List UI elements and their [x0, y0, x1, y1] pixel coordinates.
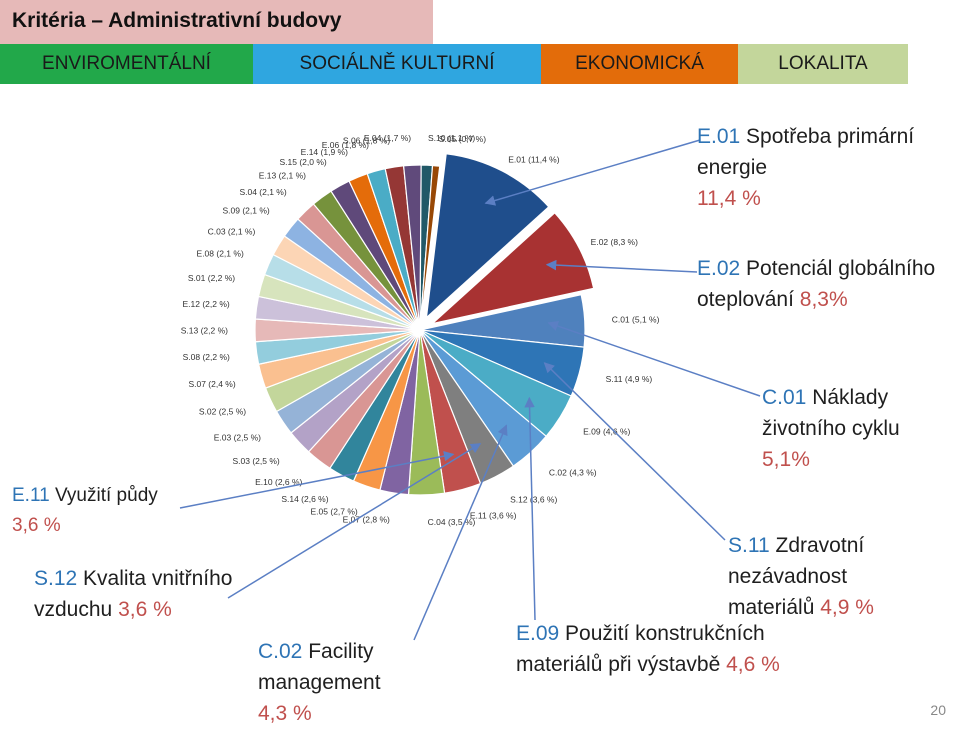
pie-slice-label: S.11 (4,9 %) — [606, 374, 653, 384]
pie-slice-label: E.04 (1,7 %) — [364, 133, 411, 143]
pie-slice-label: E.08 (2,1 %) — [197, 249, 244, 259]
callout-arrow — [547, 320, 761, 397]
callout-s11: S.11 Zdravotní nezávadnost materiálů 4,9… — [728, 530, 938, 623]
callout-c01-value: 5,1% — [762, 448, 810, 471]
pie-slice-label: E.03 (2,5 %) — [214, 433, 261, 443]
callout-c02-code: C.02 — [258, 640, 303, 663]
callout-arrow — [545, 259, 698, 273]
callout-s11-value: 4,9 % — [820, 596, 874, 619]
callout-s12-code: S.12 — [34, 567, 78, 590]
category-economic: EKONOMICKÁ — [541, 44, 738, 84]
callout-s11-text: Zdravotní nezávadnost materiálů — [728, 534, 865, 619]
category-bar: ENVIROMENTÁLNÍ SOCIÁLNĚ KULTURNÍ EKONOMI… — [0, 44, 908, 84]
pie-slice-label: S.01 (2,2 %) — [188, 273, 235, 283]
callout-e02-code: E.02 — [697, 257, 741, 280]
category-environmental: ENVIROMENTÁLNÍ — [0, 44, 253, 84]
pie-slice-label: C.02 (4,3 %) — [549, 467, 597, 477]
pie-slice-label: S.13 (2,2 %) — [181, 325, 228, 335]
pie-slice-labels: E.01 (11,4 %) E.02 (8,3 %) C.01 (5,1 %) S.1… — [181, 133, 660, 527]
pie-slice-label: S.03 (2,5 %) — [232, 456, 279, 466]
callout-e02: E.02 Potenciál globálního oteplování 8,3… — [697, 253, 959, 315]
slide-title: Kritéria – Administrativní budovy — [0, 0, 433, 44]
pie-slice-label: S.08 (2,2 %) — [183, 352, 230, 362]
pie-slice-label: S.06 (1,8 %) — [343, 135, 390, 145]
callout-arrow — [227, 443, 482, 599]
callout-s11-code: S.11 — [728, 534, 770, 557]
callout-e11: E.11 Využití půdy 3,6 % — [12, 481, 158, 541]
pie-slice — [419, 164, 441, 331]
pie-slice-label: E.14 (1,9 %) — [301, 147, 348, 157]
pie-slice-label: S.02 (2,5 %) — [199, 406, 246, 416]
callout-s12-value: 3,6 % — [118, 598, 172, 621]
callout-c01: C.01 Náklady životního cyklu 5,1% — [762, 382, 932, 475]
pie-slice-label: E.07 (2,8 %) — [343, 515, 390, 525]
callout-s12-text: Kvalita vnitřního vzduchu — [34, 567, 233, 621]
pie-slice-label: E.09 (4,6 %) — [583, 426, 630, 436]
pie-slice — [425, 153, 550, 320]
callout-e02-text: Potenciál globálního oteplování — [697, 257, 936, 311]
category-social-cultural: SOCIÁLNĚ KULTURNÍ — [253, 44, 541, 84]
pie-slice-label: S.12 (3,6 %) — [510, 495, 557, 505]
pie-slice-label: E.06 (1,8 %) — [322, 140, 369, 150]
page-number: 20 — [930, 702, 946, 718]
callout-e11-code: E.11 — [12, 485, 50, 506]
callout-e09-value: 4,6 % — [726, 653, 780, 676]
callout-e09-text: Použití konstrukčních materiálů při výst… — [516, 622, 765, 676]
pie-slice-label: S.07 (2,4 %) — [188, 379, 235, 389]
pie-slice-label: C.04 (3,5 %) — [428, 517, 476, 527]
pie-slices — [254, 153, 595, 496]
callout-e09: E.09 Použití konstrukčních materiálů při… — [516, 618, 781, 680]
callout-e11-text: Využití půdy — [54, 485, 158, 506]
pie-slice-label: E.13 (2,1 %) — [259, 170, 306, 180]
pie-slice-label: S.05 (0,7 %) — [439, 134, 486, 144]
pie-slice-label: E.02 (8,3 %) — [591, 237, 638, 247]
pie-slice — [430, 211, 595, 325]
pie-slice-label: S.14 (2,6 %) — [281, 494, 328, 504]
callout-s12: S.12 Kvalita vnitřního vzduchu 3,6 % — [34, 563, 269, 625]
callout-c02-text: Facility management — [258, 640, 381, 694]
callout-e01: E.01 Spotřeba primární energie 11,4 % — [697, 121, 960, 214]
callout-c01-text: Náklady životního cyklu — [762, 386, 900, 440]
callout-c02-value: 4,3 % — [258, 702, 312, 725]
pie-slice-label: C.01 (5,1 %) — [612, 314, 660, 324]
callout-e01-code: E.01 — [697, 125, 741, 148]
pie-slice-label: E.05 (2,7 %) — [311, 507, 358, 517]
pie-slice-label: E.10 (2,6 %) — [255, 477, 302, 487]
callout-arrow — [543, 362, 726, 541]
category-location: LOKALITA — [738, 44, 908, 84]
pie-slice-label: S.10 (1,1 %) — [428, 133, 475, 143]
callout-arrow — [484, 139, 701, 206]
callout-e01-value: 11,4 % — [697, 187, 761, 210]
pie-slice-label: S.09 (2,1 %) — [222, 205, 269, 215]
callout-arrow — [413, 424, 508, 641]
pie-slice-label: C.03 (2,1 %) — [208, 226, 256, 236]
callout-c02: C.02 Facility management 4,3 % — [258, 636, 468, 729]
callout-c01-code: C.01 — [762, 386, 807, 409]
callout-e11-value: 3,6 % — [12, 515, 61, 536]
callout-arrow — [524, 396, 536, 621]
callout-arrows — [179, 139, 761, 641]
callout-e02-value: 8,3% — [799, 288, 848, 311]
callout-e09-code: E.09 — [516, 622, 560, 645]
pie-slice-label: S.15 (2,0 %) — [280, 157, 327, 167]
pie-slice-label: E.11 (3,6 %) — [470, 510, 517, 520]
pie-slice-label: E.12 (2,2 %) — [183, 299, 230, 309]
callout-arrow — [179, 450, 455, 509]
pie-slice-label: E.01 (11,4 %) — [508, 154, 560, 164]
pie-slice-label: S.04 (2,1 %) — [239, 187, 286, 197]
callout-e01-text: Spotřeba primární energie — [697, 125, 915, 179]
